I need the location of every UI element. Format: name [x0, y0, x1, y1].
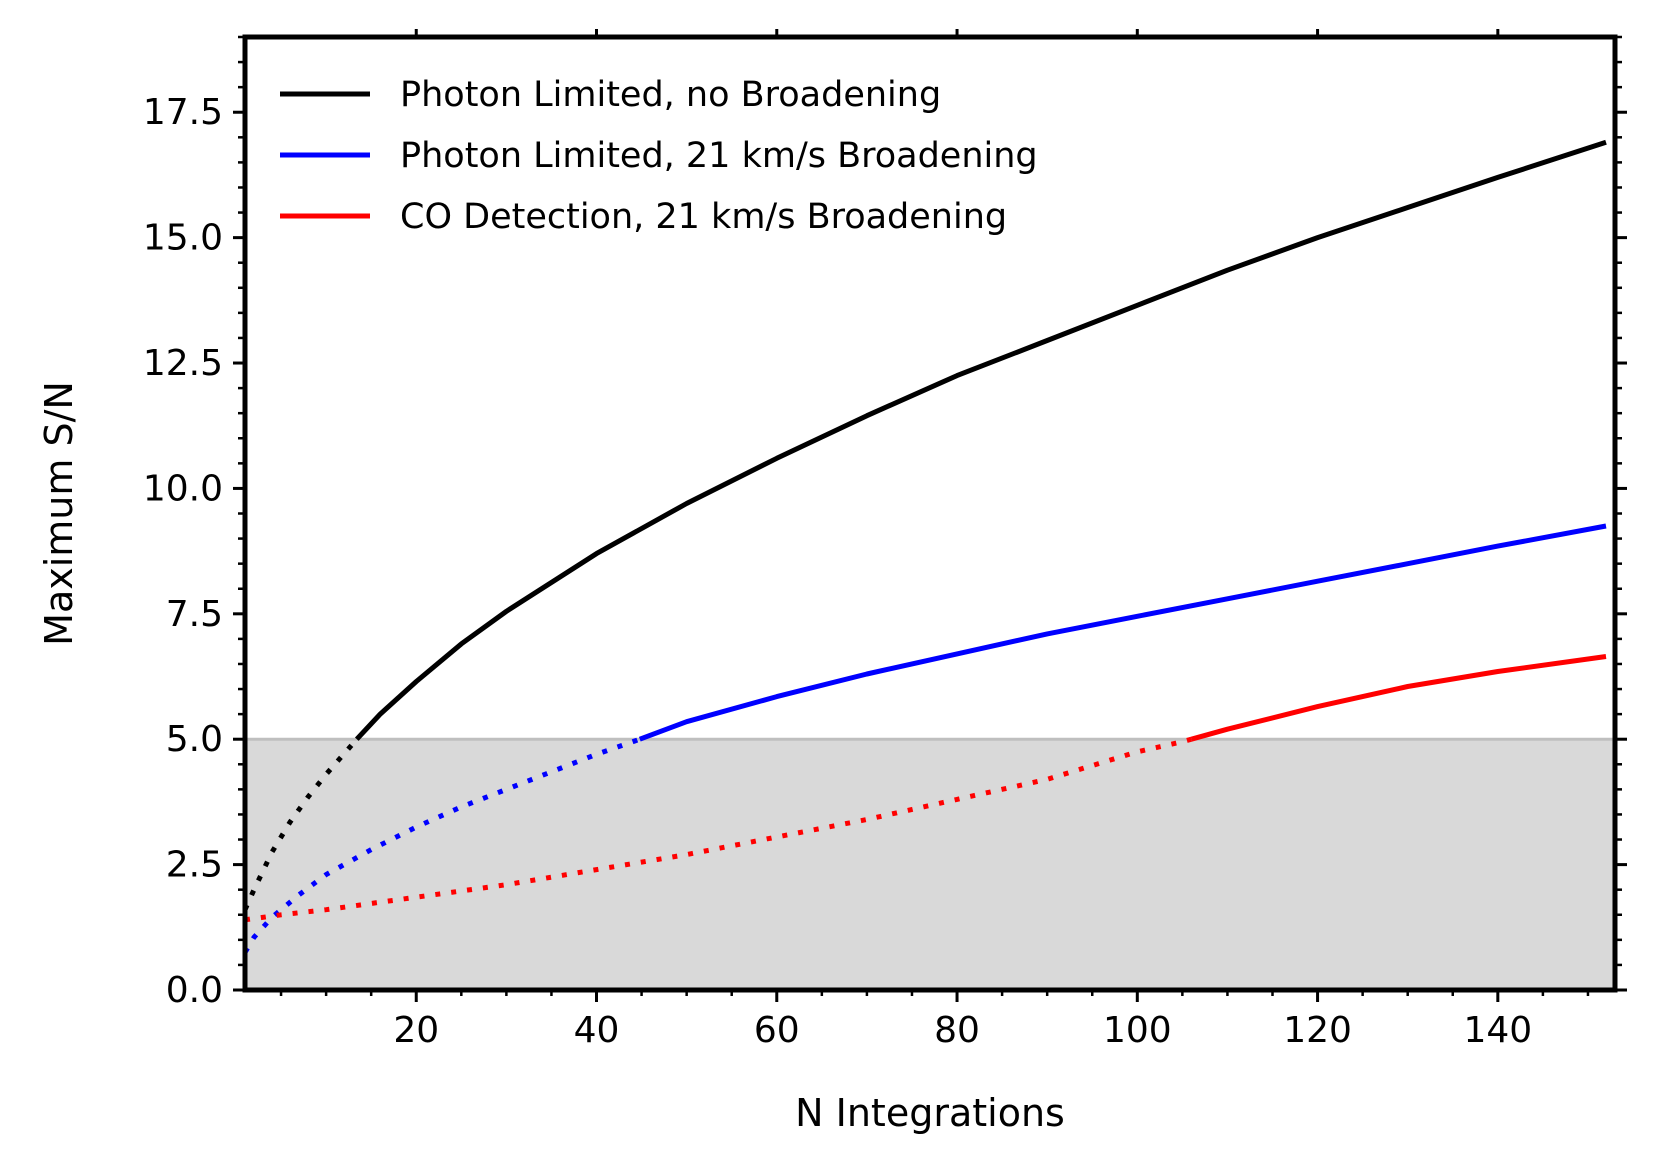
- y-tick-label: 0.0: [166, 970, 223, 1011]
- y-tick-label: 15.0: [143, 218, 223, 259]
- x-tick-label: 120: [1283, 1010, 1352, 1051]
- legend-label: Photon Limited, 21 km/s Broadening: [400, 136, 1038, 176]
- series-layer: [245, 139, 1607, 954]
- legend: Photon Limited, no Broadening Photon Limi…: [280, 75, 1038, 237]
- y-tick-label: 2.5: [166, 845, 223, 886]
- y-tick-label: 5.0: [166, 719, 223, 760]
- below-threshold-region: [245, 739, 1615, 990]
- legend-label: Photon Limited, no Broadening: [400, 75, 941, 115]
- series-1-solid-line: [638, 523, 1607, 742]
- series-2-dotted-line: [245, 736, 1193, 923]
- plot-frame: [242, 34, 1618, 993]
- x-tick-label: 140: [1463, 1010, 1532, 1051]
- y-tick-label: 17.5: [143, 92, 223, 133]
- legend-label: CO Detection, 21 km/s Broadening: [400, 197, 1007, 237]
- x-axis-label: N Integrations: [795, 1091, 1065, 1135]
- y-axis-label: Maximum S/N: [37, 381, 81, 646]
- x-tick-label: 60: [754, 1010, 800, 1051]
- x-tick-label: 20: [393, 1010, 439, 1051]
- y-tick-label: 10.0: [143, 468, 223, 509]
- y-tick-label: 7.5: [166, 594, 223, 635]
- series-0-dotted-line: [245, 737, 359, 911]
- x-tick-label: 40: [574, 1010, 620, 1051]
- series-0-solid-line: [354, 139, 1607, 741]
- x-tick-label: 80: [934, 1010, 980, 1051]
- y-tick-label: 12.5: [143, 343, 223, 384]
- series-2-solid-line: [1190, 654, 1607, 742]
- x-tick-label: 100: [1103, 1010, 1172, 1051]
